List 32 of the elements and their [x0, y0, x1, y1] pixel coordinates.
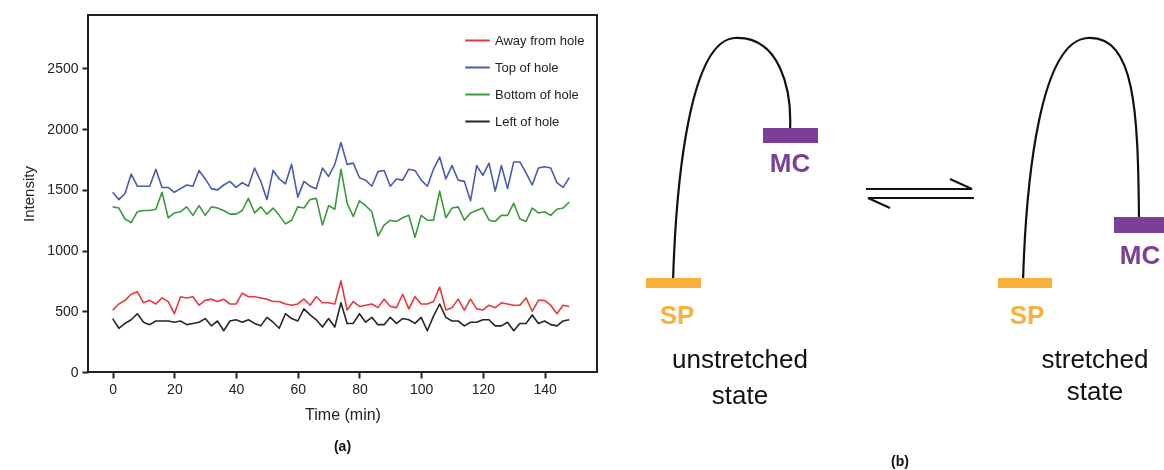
legend-label: Left of hole — [495, 113, 560, 129]
text: SP — [659, 300, 695, 330]
text: (b) — [891, 453, 909, 469]
text: (a) — [333, 438, 352, 454]
line-series — [111, 141, 571, 202]
text: unstretched state — [672, 344, 808, 410]
y-axis-title: Intensity — [20, 165, 38, 222]
text: stretched state — [1041, 344, 1149, 406]
y-tick-label: 2500 — [47, 59, 79, 76]
y-tick-label: 1000 — [47, 242, 79, 259]
x-tick-label: 80 — [352, 380, 368, 397]
y-tick-label: 500 — [55, 302, 79, 319]
line-series — [111, 301, 571, 332]
x-axis-title: Time (min) — [305, 405, 381, 423]
legend-label: Bottom of hole — [495, 86, 579, 102]
line-series — [111, 280, 571, 315]
line-series — [111, 168, 571, 239]
x-tick-label: 100 — [409, 380, 434, 397]
x-tick-label: 140 — [533, 380, 557, 397]
text: SP — [1009, 300, 1045, 330]
y-tick-label: 1500 — [47, 181, 79, 198]
y-tick-label: 0 — [70, 363, 79, 380]
x-tick-label: 40 — [228, 380, 245, 397]
legend-label: Away from hole — [495, 32, 585, 48]
x-tick-label: 60 — [290, 380, 307, 397]
text: MC — [769, 148, 811, 178]
x-tick-label: 0 — [109, 380, 118, 397]
x-tick-label: 20 — [167, 380, 183, 397]
x-tick-label: 120 — [471, 380, 496, 397]
text: MC — [1119, 240, 1161, 270]
legend-label: Top of hole — [495, 59, 559, 75]
y-tick-label: 2000 — [47, 120, 79, 137]
